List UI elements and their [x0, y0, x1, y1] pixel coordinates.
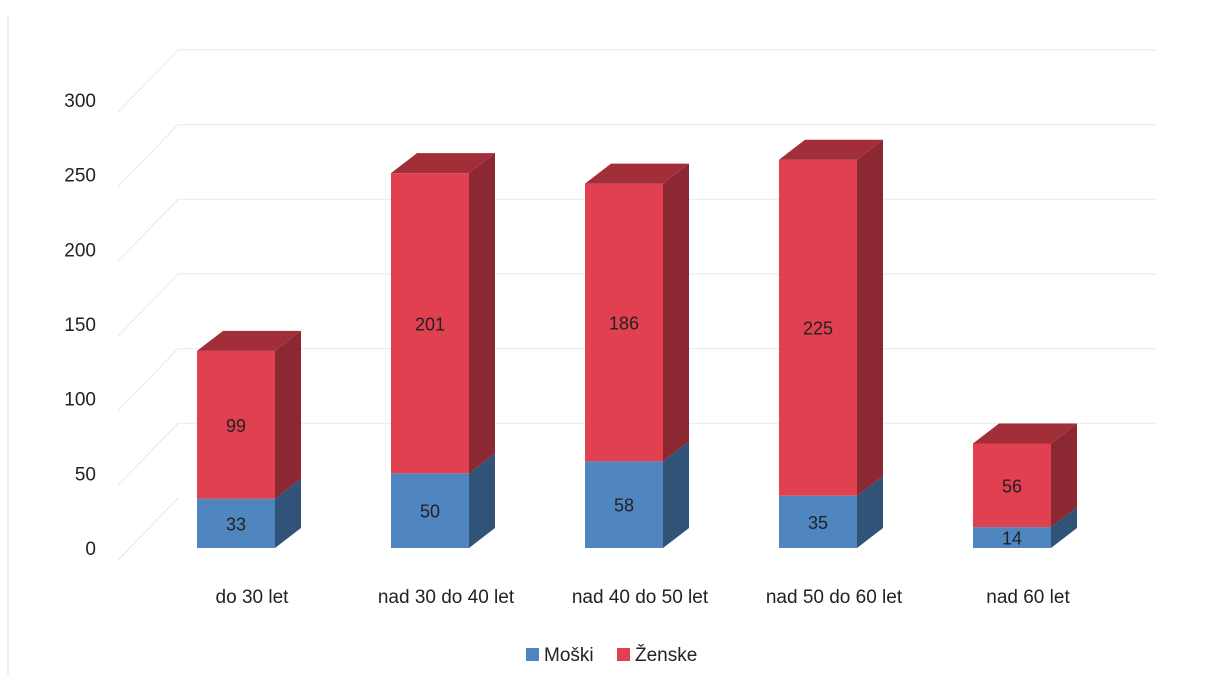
category-label: nad 50 do 60 let: [766, 587, 903, 608]
y-tick-label: 200: [64, 240, 96, 261]
bar-front-face: [779, 159, 857, 496]
bar-segment: [391, 153, 495, 474]
bar-segment: [585, 163, 689, 462]
data-label: 58: [614, 496, 634, 516]
y-tick-label: 50: [75, 464, 96, 485]
data-label: 201: [415, 314, 445, 334]
gridline-depth: [117, 124, 179, 188]
bar-front-face: [197, 350, 275, 499]
category-label: nad 40 do 50 let: [572, 587, 709, 608]
floor-depth-line: [117, 497, 179, 561]
bar-side-face: [663, 163, 689, 462]
y-axis-tick-labels: 0 50 100 150 200 250 300: [64, 91, 96, 560]
bar-front-face: [197, 498, 275, 548]
bar-segment: [197, 330, 301, 499]
x-axis-category-labels: do 30 let nad 30 do 40 let nad 40 do 50 le…: [216, 587, 1071, 608]
gridline-depth: [117, 422, 179, 486]
y-tick-label: 250: [64, 166, 96, 187]
legend-swatch: [526, 648, 539, 661]
data-label: 14: [1002, 529, 1022, 549]
data-label: 99: [226, 416, 246, 436]
category-label: nad 60 let: [986, 587, 1070, 608]
bar-side-face: [857, 475, 883, 548]
bar-segment: [779, 139, 883, 496]
data-label: 225: [803, 319, 833, 339]
bar-front-face: [973, 443, 1051, 528]
bar-front-face: [391, 473, 469, 548]
bar-segment: [973, 507, 1077, 548]
data-label: 33: [226, 514, 246, 534]
y-tick-label: 100: [64, 390, 96, 411]
bar-side-face: [1051, 423, 1077, 528]
y-tick-label: 300: [64, 91, 96, 112]
bar-side-face: [663, 441, 689, 548]
bar-side-face: [275, 478, 301, 548]
gridline-depth: [117, 198, 179, 262]
bar-side-face: [1051, 507, 1077, 548]
category-label: do 30 let: [216, 587, 290, 608]
bars: [197, 139, 1077, 548]
legend: Moški Ženske: [526, 644, 697, 666]
bar-front-face: [973, 527, 1051, 548]
bar-segment: [197, 478, 301, 548]
data-labels: 33 99 50 201 58 186 35 225 14 56: [226, 314, 1022, 549]
bar-front-face: [585, 461, 663, 548]
bar-front-face: [391, 173, 469, 474]
bar-top-face: [779, 139, 883, 160]
bar-side-face: [469, 453, 495, 548]
bar-segment: [585, 441, 689, 548]
category-label: nad 30 do 40 let: [378, 587, 515, 608]
bar-side-face: [469, 153, 495, 474]
bar-segment: [973, 423, 1077, 528]
data-label: 35: [808, 513, 828, 533]
bar-front-face: [585, 183, 663, 462]
gridline-depth: [117, 348, 179, 412]
bar-segment: [391, 453, 495, 548]
y-tick-label: 150: [64, 315, 96, 336]
bar-top-face: [391, 153, 495, 174]
legend-label: Ženske: [635, 644, 697, 666]
data-label: 56: [1002, 476, 1022, 496]
gridline-depth: [117, 49, 179, 113]
bar-side-face: [275, 330, 301, 499]
gridline-depth: [117, 273, 179, 337]
bar-segment: [779, 475, 883, 548]
bar-side-face: [857, 139, 883, 496]
bar-top-face: [585, 163, 689, 184]
data-label: 50: [420, 502, 440, 522]
legend-swatch: [617, 648, 630, 661]
bar-top-face: [973, 423, 1077, 444]
bar-front-face: [779, 495, 857, 548]
bar-top-face: [197, 330, 301, 351]
y-tick-label: 0: [85, 539, 96, 560]
data-label: 186: [609, 314, 639, 334]
legend-label: Moški: [544, 645, 594, 666]
